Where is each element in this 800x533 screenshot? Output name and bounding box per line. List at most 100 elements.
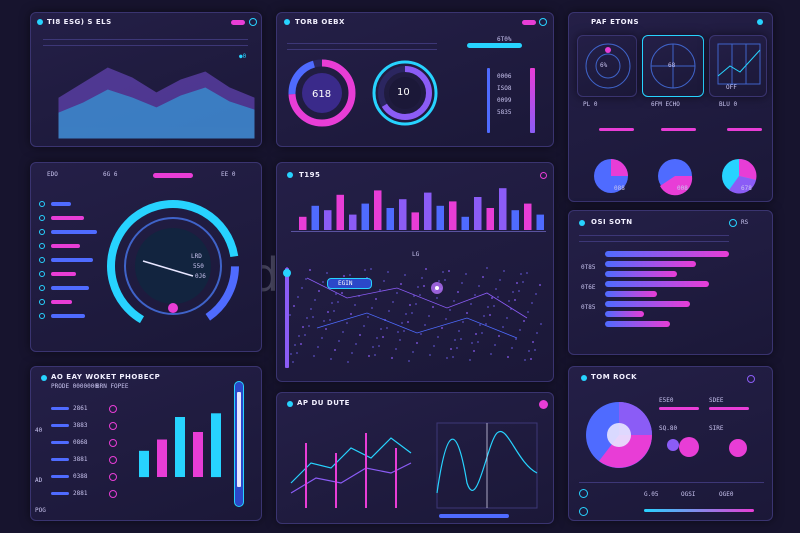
map-dot [526, 272, 528, 274]
list-icon[interactable] [39, 285, 45, 291]
hbar [605, 271, 677, 277]
map-dot [502, 326, 504, 328]
map-dot [346, 322, 348, 324]
callout-box[interactable]: EGIN [327, 278, 372, 289]
map-dot [469, 359, 471, 361]
map-dot [453, 300, 455, 302]
map-dot [330, 358, 332, 360]
list-bar [51, 244, 80, 248]
side-slider[interactable] [285, 268, 289, 368]
map-dot [387, 271, 389, 273]
toggle-icon[interactable] [540, 172, 547, 179]
row-icon[interactable] [109, 405, 117, 413]
map-dot [396, 292, 398, 294]
map-dot [351, 352, 353, 354]
map-dot [378, 345, 380, 347]
slider-knob[interactable] [283, 269, 291, 277]
divider [287, 43, 437, 44]
list-icon[interactable] [39, 243, 45, 249]
column [175, 417, 185, 477]
tile-radar-one[interactable]: 6% [577, 35, 637, 97]
panel-progress[interactable]: AO EAY WOKET PHOBECP PRODE 0000000 BRN F… [30, 366, 262, 521]
list-icon[interactable] [39, 299, 45, 305]
list-icon[interactable] [39, 271, 45, 277]
map-dot [444, 279, 446, 281]
map-dot [317, 346, 319, 348]
panel-dial[interactable]: EDO 6G 6 EE 0 LRD 550 0J6 [30, 162, 262, 352]
tile-grid[interactable]: OFF [709, 35, 767, 97]
map-dot [498, 335, 500, 337]
panel-wave-chart[interactable]: TI8 ESG) S ELS ●0 [30, 12, 262, 147]
map-dot [523, 320, 525, 322]
map-dot [416, 342, 418, 344]
map-dot [511, 347, 513, 349]
percent-label: 6T0% [497, 36, 512, 43]
hbar [605, 251, 729, 257]
list-bar [51, 314, 85, 318]
toggle-icon[interactable] [249, 18, 257, 26]
toggle-pill[interactable] [522, 20, 536, 25]
map-dot [298, 335, 300, 337]
map-dot [473, 350, 475, 352]
metric-row: 0099 [497, 97, 512, 104]
list-icon[interactable] [39, 215, 45, 221]
panel-bar-map[interactable]: T195 LG EGIN [276, 162, 554, 382]
scroll-bar[interactable] [439, 514, 509, 518]
bar [536, 214, 544, 230]
gauge-two-value: 10 [397, 87, 410, 98]
map-dot [294, 344, 296, 346]
status-dot [287, 401, 293, 407]
panel-donut[interactable]: TOM ROCK E5E0 SDEE SQ.80 SIRE G.05 OGSI … [568, 366, 773, 521]
map-dot [322, 281, 324, 283]
map-dot [412, 351, 414, 353]
list-icon[interactable] [39, 201, 45, 207]
map-dot [404, 274, 406, 276]
list-icon[interactable] [39, 313, 45, 319]
panel-title: TOM ROCK [591, 373, 638, 381]
world-map [286, 267, 542, 363]
bar [299, 216, 307, 230]
foot-icon[interactable] [579, 507, 588, 516]
map-dot [413, 295, 415, 297]
map-dot [462, 321, 464, 323]
map-dot [405, 313, 407, 315]
tile-caption: BLU 0 [719, 101, 738, 108]
panel-title: OSI SOTN [591, 218, 633, 226]
map-dot [401, 322, 403, 324]
row-icon[interactable] [109, 422, 117, 430]
row-icon[interactable] [109, 456, 117, 464]
list-icon[interactable] [39, 257, 45, 263]
wave-chart [58, 67, 255, 139]
bar [374, 190, 382, 230]
toggle-icon[interactable] [539, 18, 547, 26]
map-dot [532, 341, 534, 343]
list-icon[interactable] [39, 229, 45, 235]
map-dot [359, 334, 361, 336]
loader-icon[interactable] [747, 375, 755, 383]
code-label: EDO [47, 171, 58, 178]
row-icon[interactable] [109, 473, 117, 481]
map-dot [411, 312, 413, 314]
tile-value: 68 [668, 62, 676, 69]
panel-patterns[interactable]: PAF ETONS 6% 68 OFF PL 0 6FM ECHO BLU 0 … [568, 12, 773, 202]
toggle-icon[interactable] [729, 219, 737, 227]
list-bar [51, 300, 72, 304]
toggle-pill[interactable] [231, 20, 245, 25]
map-dot [438, 280, 440, 282]
panel-gauges[interactable]: TORB OEBX 618 10 6T0% 0006 ISO8 0099 583… [276, 12, 554, 147]
foot-label: OGE0 [719, 491, 734, 498]
foot-icon[interactable] [579, 489, 588, 498]
row-icon[interactable] [109, 490, 117, 498]
map-dot [483, 315, 485, 317]
wave-series [58, 67, 255, 139]
row-icon[interactable] [109, 439, 117, 447]
map-dot [304, 334, 306, 336]
tile-radar-two[interactable]: 68 [642, 35, 704, 97]
map-dot [446, 357, 448, 359]
tile-caption: PL 0 [583, 101, 598, 108]
record-button[interactable] [539, 400, 548, 409]
list-bar [51, 230, 97, 234]
panel-lines[interactable]: AP DU DUTE [276, 392, 554, 524]
panel-hbars[interactable]: OSI SOTN RS 0T85 0T6E 0T85 [568, 210, 773, 355]
donut-chart [586, 402, 652, 468]
